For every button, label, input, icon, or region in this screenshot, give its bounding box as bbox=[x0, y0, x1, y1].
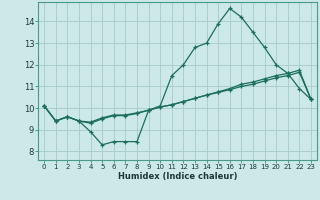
X-axis label: Humidex (Indice chaleur): Humidex (Indice chaleur) bbox=[118, 172, 237, 181]
